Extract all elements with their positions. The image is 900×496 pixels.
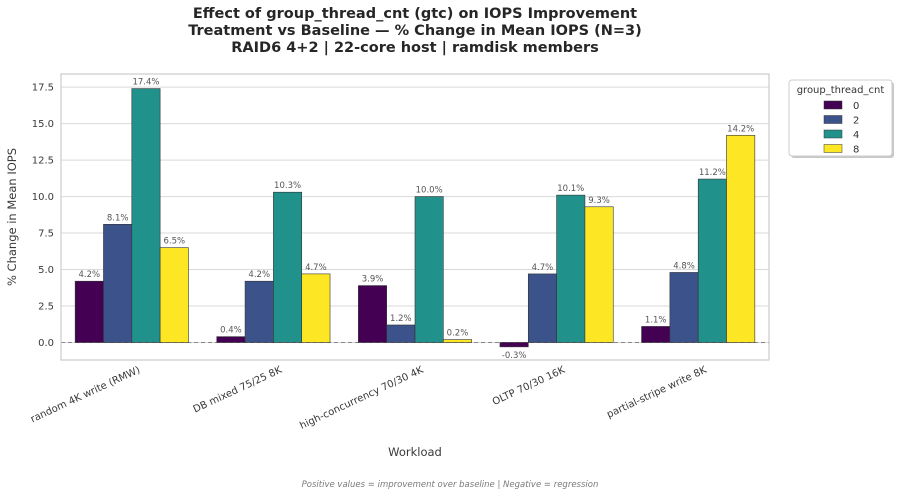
y-axis-label: % Change in Mean IOPS bbox=[5, 148, 19, 286]
legend-entry-gtc2: 2 bbox=[853, 116, 859, 127]
data-label: 8.1% bbox=[107, 213, 129, 223]
data-label: 4.8% bbox=[673, 261, 695, 271]
bar-gtc2-0 bbox=[103, 223, 133, 343]
x-tick-label: partial-stripe write 8K bbox=[605, 365, 709, 421]
bar-gtc8-4 bbox=[726, 134, 756, 343]
caption: Positive values = improvement over basel… bbox=[302, 480, 599, 490]
data-label: -0.3% bbox=[502, 351, 527, 361]
bar-gtc2-4 bbox=[669, 272, 699, 343]
x-axis-label: Workload bbox=[388, 445, 442, 459]
bars bbox=[74, 88, 756, 348]
bar-gtc4-1 bbox=[273, 191, 303, 343]
title-line-2: Treatment vs Baseline — % Change in Mean… bbox=[188, 23, 642, 39]
legend-entry-gtc8: 8 bbox=[853, 145, 859, 156]
data-label: 9.3% bbox=[588, 196, 610, 206]
title-line-3: RAID6 4+2 | 22-core host | ramdisk membe… bbox=[231, 40, 598, 56]
data-label: 1.1% bbox=[645, 315, 667, 325]
bar-gtc0-3 bbox=[499, 342, 529, 348]
title-line-1: Effect of group_thread_cnt (gtc) on IOPS… bbox=[193, 6, 637, 22]
x-tick-label: random 4K write (RMW) bbox=[29, 365, 142, 426]
bar-gtc4-3 bbox=[556, 194, 586, 343]
y-tick-label: 10.0 bbox=[32, 192, 54, 203]
legend: group_thread_cnt 0 2 4 8 bbox=[788, 79, 894, 158]
y-tick-labels: 0.0 2.5 5.0 7.5 10.0 12.5 15.0 17.5 bbox=[32, 83, 54, 349]
legend-swatch-gtc0 bbox=[823, 100, 843, 110]
plot-frame bbox=[60, 73, 770, 361]
y-tick-label: 5.0 bbox=[38, 265, 54, 276]
y-tick-label: 2.5 bbox=[38, 302, 54, 313]
y-tick-label: 12.5 bbox=[32, 156, 54, 167]
data-label: 0.2% bbox=[447, 329, 469, 339]
x-tick-labels: random 4K write (RMW) DB mixed 75/25 8K hi… bbox=[29, 365, 709, 432]
bar-gtc8-1 bbox=[301, 273, 331, 343]
legend-entry-gtc0: 0 bbox=[853, 101, 859, 112]
data-label: 4.7% bbox=[305, 263, 327, 273]
data-label: 3.9% bbox=[362, 275, 384, 285]
data-label: 0.4% bbox=[220, 326, 242, 336]
bar-gtc8-0 bbox=[159, 247, 189, 343]
x-tick-label: OLTP 70/30 16K bbox=[491, 365, 567, 408]
x-tick-label: DB mixed 75/25 8K bbox=[192, 365, 284, 416]
x-tick-label: high-concurrency 70/30 4K bbox=[298, 365, 425, 432]
bar-gtc0-4 bbox=[641, 326, 671, 343]
legend-entry-gtc4: 4 bbox=[853, 130, 859, 141]
y-tick-label: 0.0 bbox=[38, 338, 54, 349]
bar-gtc4-4 bbox=[697, 178, 727, 343]
data-label: 17.4% bbox=[132, 78, 159, 88]
legend-swatch-gtc8 bbox=[823, 144, 843, 153]
legend-swatch-gtc4 bbox=[823, 129, 843, 139]
data-label: 10.3% bbox=[274, 181, 301, 191]
legend-swatch-gtc2 bbox=[823, 115, 843, 124]
data-label: 4.7% bbox=[532, 263, 554, 273]
data-label: 4.2% bbox=[248, 270, 270, 280]
bar-gtc2-1 bbox=[244, 280, 274, 343]
y-tick-label: 15.0 bbox=[32, 119, 54, 130]
bar-gtc0-0 bbox=[74, 280, 104, 343]
bar-gtc2-2 bbox=[386, 324, 416, 343]
data-label: 11.2% bbox=[699, 168, 726, 178]
data-label: 1.2% bbox=[390, 314, 412, 324]
chart-title: Effect of group_thread_cnt (gtc) on IOPS… bbox=[188, 6, 642, 56]
data-label: 4.2% bbox=[79, 270, 101, 280]
legend-title: group_thread_cnt bbox=[797, 85, 885, 96]
bar-gtc4-0 bbox=[131, 88, 161, 343]
bar-gtc0-1 bbox=[216, 336, 246, 343]
bar-gtc0-2 bbox=[358, 285, 387, 343]
bar-gtc8-3 bbox=[584, 206, 614, 343]
bar-gtc8-2 bbox=[443, 339, 472, 343]
data-labels: 4.2% 8.1% 17.4% 6.5% 0.4% 4.2% 10.3% 4.7% 3.9% 1.… bbox=[79, 78, 755, 361]
data-label: 10.0% bbox=[416, 186, 443, 196]
data-label: 6.5% bbox=[163, 237, 185, 247]
bar-gtc2-3 bbox=[527, 273, 557, 343]
bar-gtc4-2 bbox=[414, 196, 444, 343]
data-label: 14.2% bbox=[727, 124, 754, 134]
y-tick-label: 7.5 bbox=[38, 229, 54, 240]
y-tick-label: 17.5 bbox=[32, 83, 54, 94]
data-label: 10.1% bbox=[557, 184, 584, 194]
